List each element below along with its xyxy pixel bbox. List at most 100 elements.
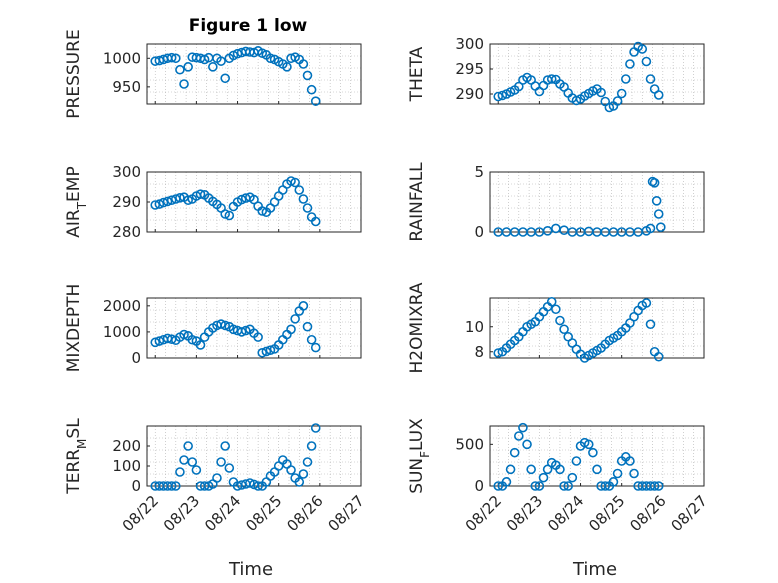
data-point <box>245 478 255 488</box>
data-point <box>236 194 247 205</box>
data-point <box>187 334 198 345</box>
data-point <box>166 481 177 491</box>
data-point <box>290 177 300 188</box>
data-point <box>294 477 305 487</box>
data-point <box>154 336 165 346</box>
data-point <box>232 48 243 59</box>
data-point <box>649 178 660 188</box>
data-point <box>596 87 606 98</box>
data-point <box>175 467 185 477</box>
data-point <box>645 319 656 330</box>
y-tick-label: 300 <box>455 35 484 53</box>
data-point <box>514 81 524 92</box>
data-point <box>310 342 321 353</box>
data-point <box>653 90 664 100</box>
y-axis-label: AIRTEMP <box>64 166 89 237</box>
data-point <box>191 465 202 475</box>
data-point <box>302 457 313 467</box>
y-tick-label: 0 <box>474 477 484 495</box>
y-axis-label: THETA <box>407 46 427 102</box>
y-tick-label: 1000 <box>103 323 141 341</box>
data-point <box>583 226 594 237</box>
data-point <box>265 345 276 355</box>
data-point <box>612 468 623 479</box>
data-point <box>538 80 549 91</box>
y-axis-label: RAINFALL <box>407 162 427 242</box>
x-tick-label: 08/25 <box>585 492 628 535</box>
data-point <box>216 457 226 467</box>
data-point <box>551 223 561 234</box>
data-point <box>286 324 296 335</box>
data-point <box>542 226 553 236</box>
data-point <box>653 481 664 491</box>
data-point <box>629 468 639 479</box>
data-point <box>653 351 664 362</box>
data-point <box>166 195 177 205</box>
data-point <box>645 223 656 234</box>
x-tick-label: 08/22 <box>462 492 505 535</box>
data-point <box>298 194 309 204</box>
data-point <box>220 209 230 219</box>
data-point <box>493 91 504 102</box>
data-point <box>224 210 235 221</box>
axes-box <box>489 171 705 233</box>
figure-title: Figure 1 low <box>189 16 308 36</box>
data-point <box>542 464 553 475</box>
data-point <box>175 193 185 203</box>
axes-box <box>146 43 362 105</box>
data-point <box>171 53 181 64</box>
data-point <box>298 59 309 69</box>
y-tick-label: 5 <box>474 163 484 181</box>
y-tick-label: 290 <box>455 85 484 103</box>
x-tick-label: 08/22 <box>119 492 162 535</box>
data-point <box>497 90 508 101</box>
subplot-3: 280 290 300 AIRTEMP <box>64 163 362 241</box>
data-point <box>302 203 313 213</box>
x-tick-label: 08/23 <box>503 492 546 535</box>
data-point <box>493 481 504 491</box>
subplot-4: 0 5 RAINFALL <box>407 162 705 242</box>
data-point <box>559 225 569 235</box>
data-point <box>501 477 512 487</box>
data-point <box>175 64 185 75</box>
data-point <box>616 88 627 99</box>
data-point <box>183 195 193 205</box>
y-tick-label: 500 <box>455 435 484 453</box>
data-point <box>505 464 516 475</box>
y-tick-label: 10 <box>465 318 484 336</box>
data-point <box>183 441 193 451</box>
data-point <box>651 196 662 206</box>
data-point <box>294 185 305 195</box>
data-point <box>220 441 230 451</box>
x-tick-label: 08/23 <box>160 492 203 535</box>
y-axis-label: TERRMSL <box>64 418 89 495</box>
data-point <box>265 53 276 64</box>
x-tick-label: 08/24 <box>201 492 244 535</box>
data-point <box>530 481 541 491</box>
data-point <box>588 447 598 458</box>
subplot-6: 8 10 H2OMIXRA <box>407 282 705 374</box>
data-point <box>150 337 161 348</box>
data-point <box>240 325 251 336</box>
y-axis-label: H2OMIXRA <box>407 282 427 373</box>
data-point <box>195 340 206 350</box>
data-point <box>655 222 666 232</box>
data-point <box>224 463 235 473</box>
data-point <box>187 457 198 467</box>
data-point <box>220 320 230 331</box>
x-tick-label: 08/25 <box>242 492 285 535</box>
y-tick-label: 300 <box>112 163 141 181</box>
data-point <box>526 464 536 475</box>
data-point <box>493 348 504 358</box>
subplot-2: 290 295 300 THETA <box>407 35 705 113</box>
subplot-1: 950 1000 PRESSURE <box>64 29 362 119</box>
data-point <box>612 96 623 106</box>
data-point <box>555 315 565 326</box>
axes-box <box>146 297 362 359</box>
data-point <box>298 301 309 311</box>
x-tick-label: 08/27 <box>325 492 368 535</box>
data-point <box>509 447 520 458</box>
data-point <box>645 74 656 84</box>
data-point <box>514 431 524 441</box>
